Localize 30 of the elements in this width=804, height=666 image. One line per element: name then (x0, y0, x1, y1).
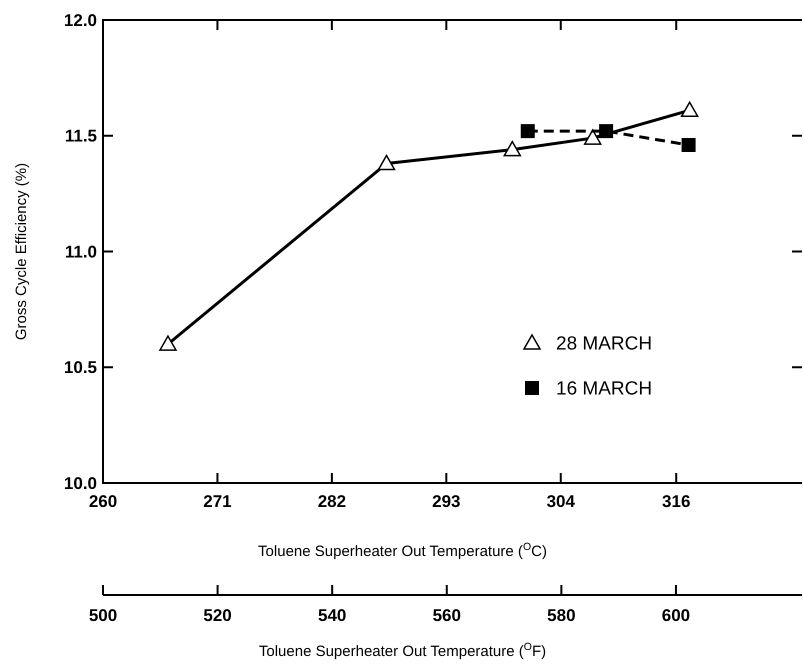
point (378, 154, 396, 170)
y-tick-label: 10.0 (64, 474, 97, 493)
x-tick-label: 271 (203, 492, 232, 511)
point (520, 124, 535, 138)
x2-tick-label: 540 (318, 606, 346, 625)
point (159, 335, 177, 351)
point (584, 129, 602, 145)
x2-tick-label: 560 (432, 606, 461, 625)
x2-tick-label: 500 (88, 606, 118, 625)
y-tick-label: 12.0 (64, 10, 97, 30)
legend-label: 28 MARCH (556, 334, 652, 355)
y-tick-label: 11.5 (64, 126, 97, 146)
x2-tick-label: 520 (203, 606, 232, 625)
x2-tick-label: 580 (547, 606, 576, 625)
x-tick-label: 282 (318, 492, 346, 511)
legend-label: 16 MARCH (556, 378, 652, 400)
y-tick-label: 10.5 (64, 358, 97, 378)
point (504, 140, 522, 156)
y-axis-title: Gross Cycle Efficiency (%) (13, 162, 30, 340)
x-axis-title: Toluene Superheater Out Temperature ($^{O}$C) (258, 541, 547, 560)
x-tick-label: 293 (432, 492, 460, 511)
x-tick-label: 260 (88, 492, 118, 511)
point (682, 138, 696, 152)
y-tick-label: 11.0 (64, 242, 97, 262)
point (599, 124, 614, 138)
x-tick-label: 316 (662, 492, 690, 511)
x2-axis-title: Toluene Superheater Out Temperature ($^{O}$F) (258, 641, 546, 660)
point (680, 102, 698, 118)
x2-tick-label: 600 (662, 606, 690, 625)
x-tick-label: 304 (546, 492, 576, 511)
